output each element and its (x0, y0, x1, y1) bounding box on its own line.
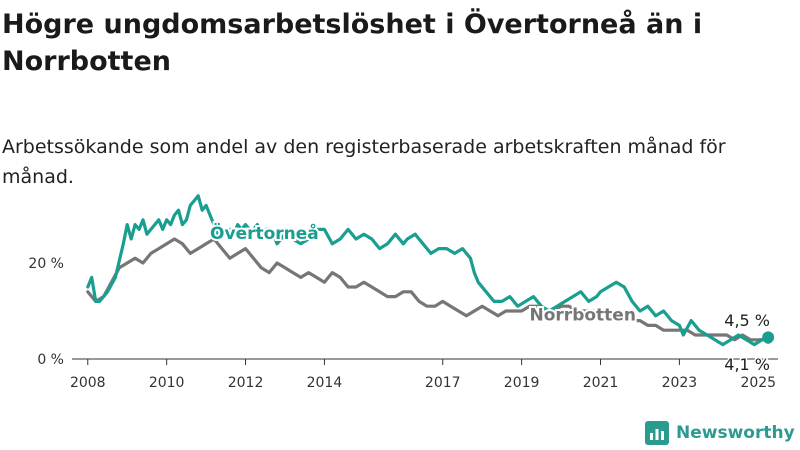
x-tick-label: 2021 (583, 375, 619, 391)
series-label-norrbotten: Norrbotten (530, 306, 636, 326)
series-end-point-overtornea (762, 331, 775, 344)
brand-name: Newsworthy (676, 423, 795, 443)
x-tick-label: 2023 (662, 375, 698, 391)
x-tick-label: 2025 (740, 375, 776, 391)
series-label-overtornea: Övertorneå (210, 222, 319, 244)
x-tick-label: 2017 (425, 375, 461, 391)
brand: Newsworthy (645, 420, 795, 446)
series-line-norrbotten (86, 237, 770, 342)
x-tick-label: 2012 (228, 375, 264, 391)
x-tick-label: 2010 (149, 375, 185, 391)
y-tick-label: 20 % (28, 256, 64, 272)
x-tick-label: 2014 (307, 375, 343, 391)
y-tick-label: 0 % (37, 352, 64, 368)
x-tick-label: 2008 (70, 375, 106, 391)
x-tick-label: 2019 (504, 375, 540, 391)
chart-subtitle: Arbetssökande som andel av den registerb… (2, 136, 726, 188)
end-label-overtornea: 4,5 % (724, 311, 770, 330)
series-line-overtornea (86, 194, 770, 347)
end-label-norrbotten: 4,1 % (724, 355, 770, 374)
newsworthy-logo-icon (645, 421, 669, 445)
chart-title: Högre ungdomsarbetslöshet i Övertorneå ä… (2, 9, 703, 77)
